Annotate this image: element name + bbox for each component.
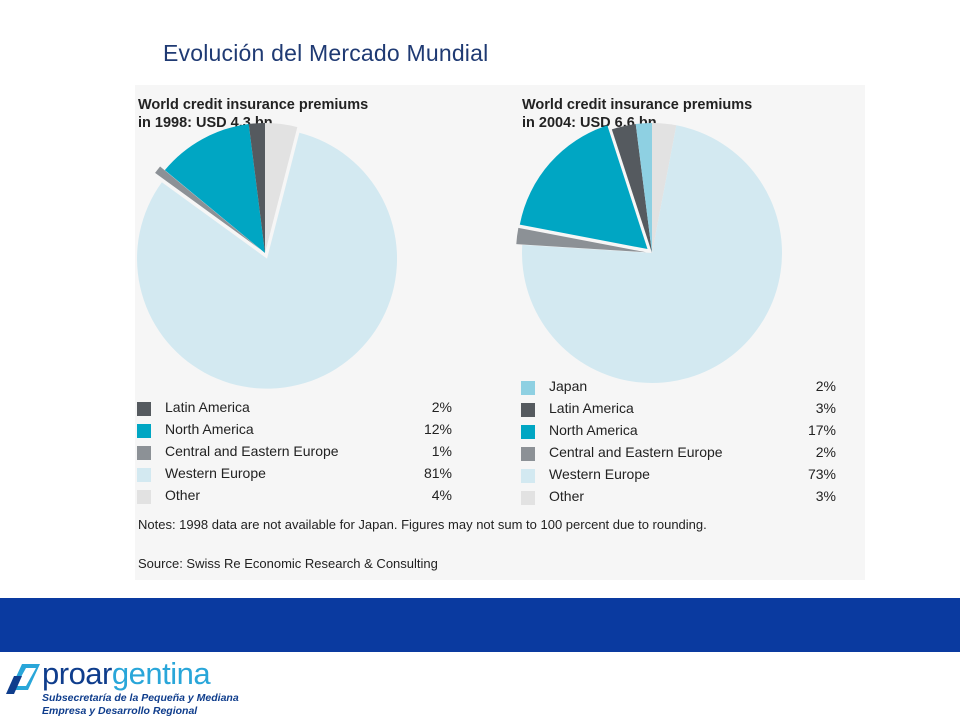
legend-label: Latin America bbox=[549, 400, 634, 416]
footer-band bbox=[0, 598, 960, 652]
legend-swatch bbox=[521, 447, 535, 461]
legend-value: 17% bbox=[807, 422, 836, 438]
legend-value: 2% bbox=[431, 399, 452, 415]
legend-swatch bbox=[137, 468, 151, 482]
legend-label: North America bbox=[165, 421, 254, 437]
legend-value: 2% bbox=[815, 378, 836, 394]
pie-slice-latin-america bbox=[248, 123, 265, 253]
legend-1998: Latin America 2% North America 12% Central a… bbox=[137, 398, 452, 508]
legend-swatch bbox=[137, 402, 151, 416]
proargentina-logo: proargentina Subsecretaría de la Pequeña… bbox=[6, 656, 266, 718]
legend-item-central-and-eastern-europe: Central and Eastern Europe 1% bbox=[137, 442, 452, 464]
pie-slice-north-america bbox=[164, 124, 265, 253]
pie-slice-other bbox=[652, 123, 677, 253]
legend-value: 73% bbox=[807, 466, 836, 482]
legend-swatch bbox=[137, 424, 151, 438]
logo-mark-icon bbox=[6, 664, 40, 694]
pie-chart-2004 bbox=[516, 123, 782, 384]
legend-2004: Japan 2% Latin America 3% North America 17% Ce… bbox=[521, 377, 836, 509]
legend-label: Western Europe bbox=[549, 466, 650, 482]
legend-value: 4% bbox=[431, 487, 452, 503]
pie-slice-western-europe bbox=[522, 125, 782, 384]
pie-slice-japan bbox=[635, 123, 652, 253]
legend-swatch bbox=[521, 381, 535, 395]
legend-value: 3% bbox=[815, 488, 836, 504]
legend-item-central-and-eastern-europe: Central and Eastern Europe 2% bbox=[521, 443, 836, 465]
pie-slice-north-america bbox=[519, 125, 648, 250]
legend-swatch bbox=[521, 469, 535, 483]
legend-label: North America bbox=[549, 422, 638, 438]
legend-swatch bbox=[137, 490, 151, 504]
pie-slice-central-and-eastern-europe bbox=[516, 227, 647, 253]
pie-slice-latin-america bbox=[611, 124, 652, 253]
legend-label: Latin America bbox=[165, 399, 250, 415]
pie-slice-western-europe bbox=[137, 132, 398, 389]
pie-slice-central-and-eastern-europe bbox=[155, 166, 261, 250]
chart-source: Source: Swiss Re Economic Research & Con… bbox=[138, 556, 438, 571]
slide-title: Evolución del Mercado Mundial bbox=[163, 40, 489, 66]
legend-item-other: Other 3% bbox=[521, 487, 836, 509]
legend-label: Japan bbox=[549, 378, 588, 394]
legend-label: Western Europe bbox=[165, 465, 266, 481]
pie-chart-1998 bbox=[137, 123, 398, 389]
legend-item-other: Other 4% bbox=[137, 486, 452, 508]
legend-label: Central and Eastern Europe bbox=[165, 443, 339, 459]
legend-item-japan: Japan 2% bbox=[521, 377, 836, 399]
legend-item-latin-america: Latin America 2% bbox=[137, 398, 452, 420]
legend-value: 2% bbox=[815, 444, 836, 460]
legend-item-western-europe: Western Europe 73% bbox=[521, 465, 836, 487]
legend-label: Other bbox=[165, 487, 201, 503]
legend-swatch bbox=[521, 403, 535, 417]
logo-subtitle-2: Empresa y Desarrollo Regional bbox=[42, 705, 198, 717]
logo-wordmark: proargentina bbox=[42, 656, 211, 692]
legend-item-latin-america: Latin America 3% bbox=[521, 399, 836, 421]
legend-swatch bbox=[137, 446, 151, 460]
legend-value: 81% bbox=[423, 465, 452, 481]
legend-item-north-america: North America 17% bbox=[521, 421, 836, 443]
chart-note: Notes: 1998 data are not available for J… bbox=[138, 517, 707, 532]
logo-word-end: gentina bbox=[111, 656, 211, 691]
legend-swatch bbox=[521, 491, 535, 505]
legend-label: Central and Eastern Europe bbox=[549, 444, 723, 460]
legend-swatch bbox=[521, 425, 535, 439]
legend-label: Other bbox=[549, 488, 585, 504]
legend-item-western-europe: Western Europe 81% bbox=[137, 464, 452, 486]
legend-value: 1% bbox=[431, 443, 452, 459]
logo-word-start: proar bbox=[42, 656, 112, 691]
legend-value: 3% bbox=[815, 400, 836, 416]
pie-slice-other bbox=[265, 123, 298, 253]
legend-item-north-america: North America 12% bbox=[137, 420, 452, 442]
logo-subtitle-1: Subsecretaría de la Pequeña y Mediana bbox=[42, 692, 239, 704]
legend-value: 12% bbox=[423, 421, 452, 437]
